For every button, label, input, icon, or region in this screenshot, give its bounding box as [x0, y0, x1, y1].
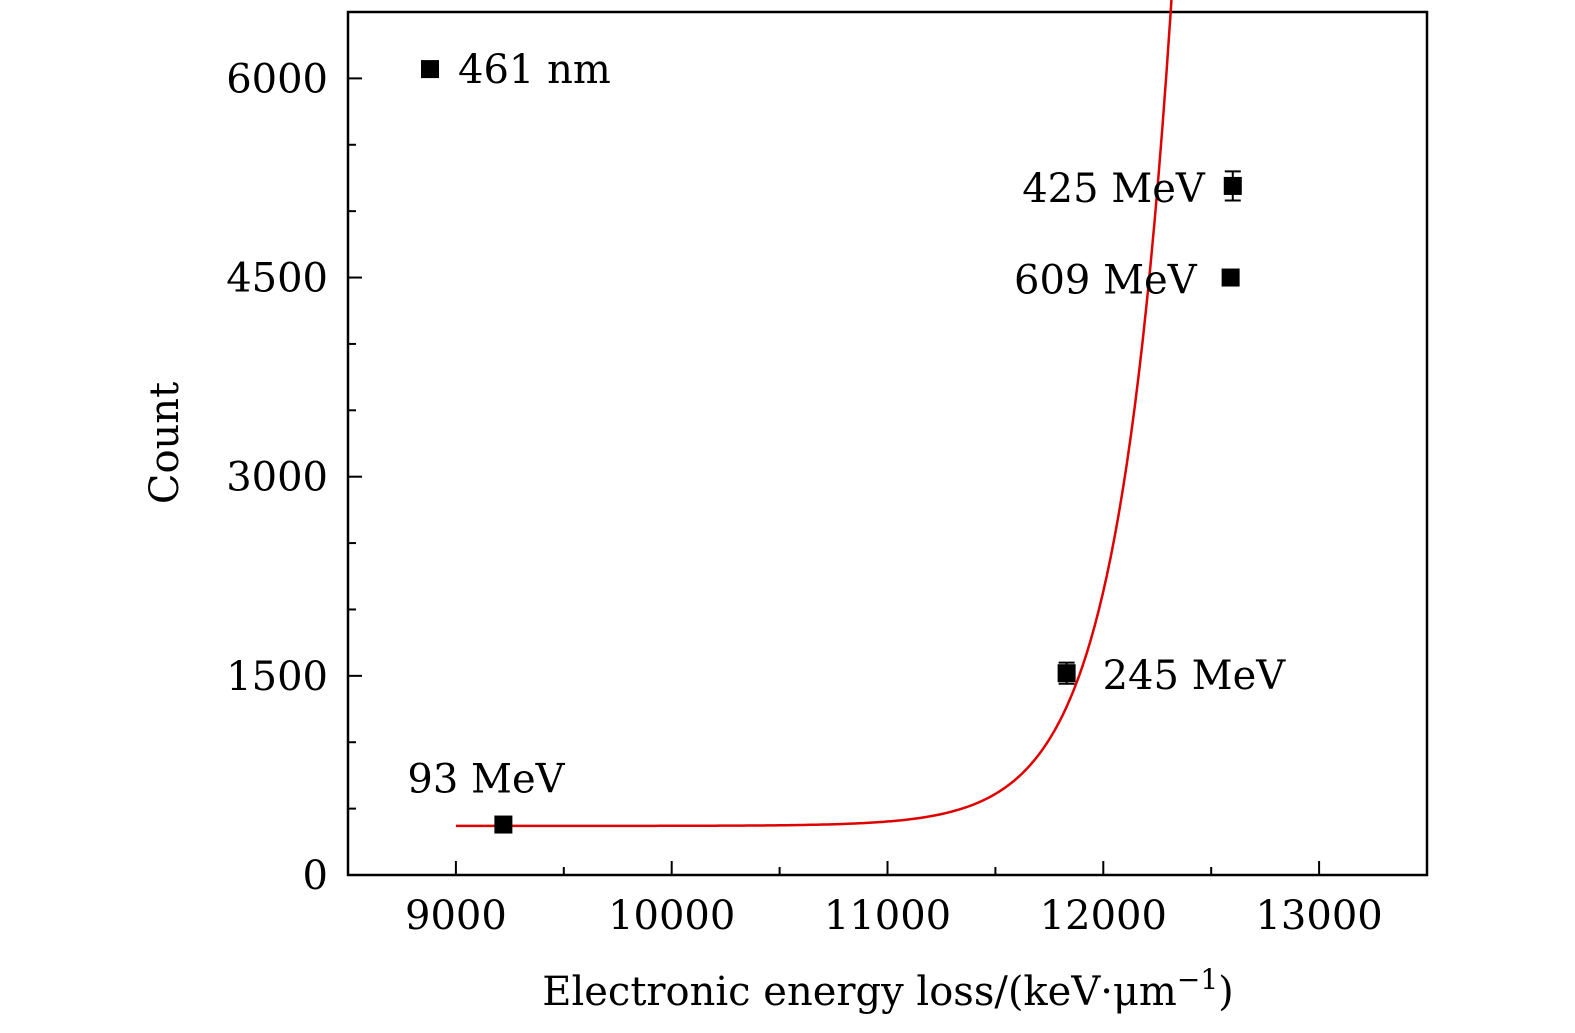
fit-curve: [455, 0, 1173, 828]
data-point: [1057, 664, 1076, 683]
y-tick-label: 1500: [226, 654, 328, 700]
plot-frame: [346, 10, 1429, 877]
x-tick-label: 13000: [1255, 893, 1382, 939]
data-point: [1221, 268, 1240, 287]
y-tick-label: 0: [303, 853, 328, 899]
y-tick-label: 3000: [226, 455, 328, 501]
data-label: 245 MeV: [1103, 653, 1287, 699]
y-axis-title: Count: [142, 382, 188, 504]
x-tick-label: 9000: [405, 893, 507, 939]
x-axis-title-main: Electronic energy loss/(keV·μm: [542, 969, 1177, 1015]
axes: 9000 10000 11000 12000 13000 0 1500 3000 4500 600…: [226, 10, 1429, 939]
data-label: 93 MeV: [407, 757, 565, 803]
x-axis-title-superscript: −1: [1177, 963, 1218, 996]
x-tick-label: 12000: [1040, 893, 1167, 939]
data-points: [421, 60, 1242, 834]
y-tick-label: 6000: [226, 56, 328, 102]
legend-label: 461 nm: [458, 47, 611, 93]
data-point: [494, 815, 513, 834]
data-point: [1223, 176, 1242, 195]
y-tick-label: 4500: [226, 256, 328, 302]
x-axis-title: Electronic energy loss/(keV·μm−1): [542, 963, 1234, 1015]
x-axis-title-close: ): [1218, 969, 1234, 1015]
legend-marker: [421, 60, 440, 79]
x-tick-label: 11000: [824, 893, 951, 939]
data-labels: 93 MeV 245 MeV 609 MeV 425 MeV 461 nm: [407, 47, 1286, 802]
data-label: 425 MeV: [1022, 166, 1206, 212]
x-tick-label: 10000: [608, 893, 735, 939]
data-label: 609 MeV: [1014, 258, 1198, 304]
fit-curve-group: [455, 0, 1173, 828]
